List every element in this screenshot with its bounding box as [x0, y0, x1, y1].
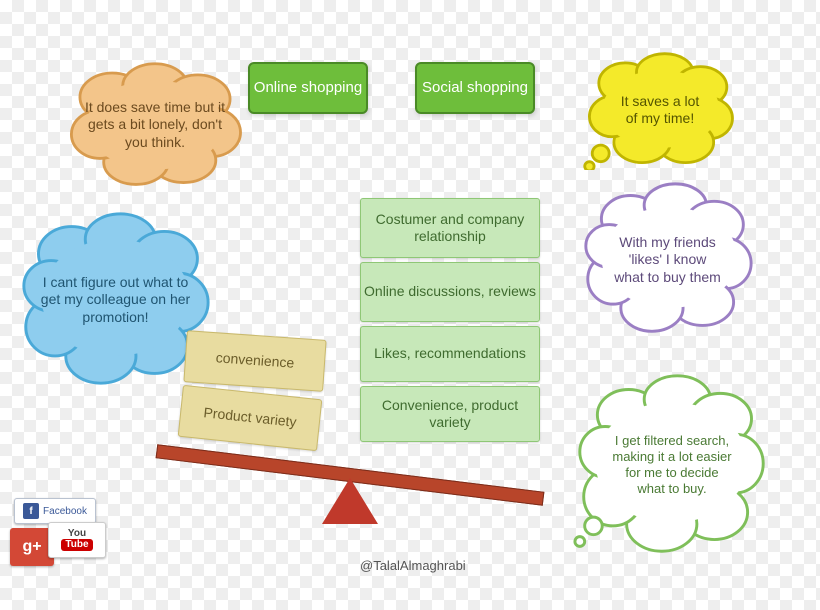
thought-cloud-saves-time: It saves a lot of my time!: [580, 50, 740, 170]
card-label: Costumer and company relationship: [361, 211, 539, 246]
attribution-text: @TalalAlmaghrabi: [360, 558, 466, 573]
infographic-canvas: Online shopping Social shopping It does …: [0, 0, 820, 610]
badge-label: g+: [22, 538, 41, 556]
tab-label: Online shopping: [254, 79, 362, 98]
card-label: convenience: [215, 350, 295, 373]
facebook-badge: f Facebook: [14, 498, 96, 524]
right-stack-card: Likes, recommendations: [360, 326, 540, 382]
thought-cloud-lonely: It does save time but it gets a bit lone…: [60, 60, 250, 190]
cloud-text: It saves a lot of my time!: [596, 93, 724, 128]
tab-social-shopping: Social shopping: [415, 62, 535, 114]
card-label: Likes, recommendations: [374, 345, 526, 363]
card-label: Product variety: [203, 404, 298, 431]
card-label: Online discussions, reviews: [364, 283, 536, 301]
right-stack-card: Online discussions, reviews: [360, 262, 540, 322]
badge-label: Facebook: [43, 506, 87, 517]
seesaw-pivot: [322, 478, 378, 524]
tab-label: Social shopping: [422, 79, 528, 98]
cloud-text: I get filtered search, making it a lot e…: [588, 433, 756, 498]
card-label: Convenience, product variety: [361, 397, 539, 432]
right-stack-card: Convenience, product variety: [360, 386, 540, 442]
attribution: @TalalAlmaghrabi: [360, 558, 466, 573]
right-stack-card: Costumer and company relationship: [360, 198, 540, 258]
youtube-badge: You Tube: [48, 522, 106, 558]
cloud-text: It does save time but it gets a bit lone…: [76, 99, 234, 152]
left-stack-card: convenience: [183, 330, 326, 392]
thought-cloud-friends-likes: With my friends 'likes' I know what to b…: [580, 180, 755, 340]
cloud-text: With my friends 'likes' I know what to b…: [596, 234, 739, 287]
tab-online-shopping: Online shopping: [248, 62, 368, 114]
cloud-text: I cant figure out what to get my colleag…: [34, 274, 197, 327]
thought-cloud-filtered-search: I get filtered search, making it a lot e…: [572, 370, 772, 560]
left-stack-card: Product variety: [178, 385, 323, 451]
facebook-icon: f: [23, 503, 39, 519]
